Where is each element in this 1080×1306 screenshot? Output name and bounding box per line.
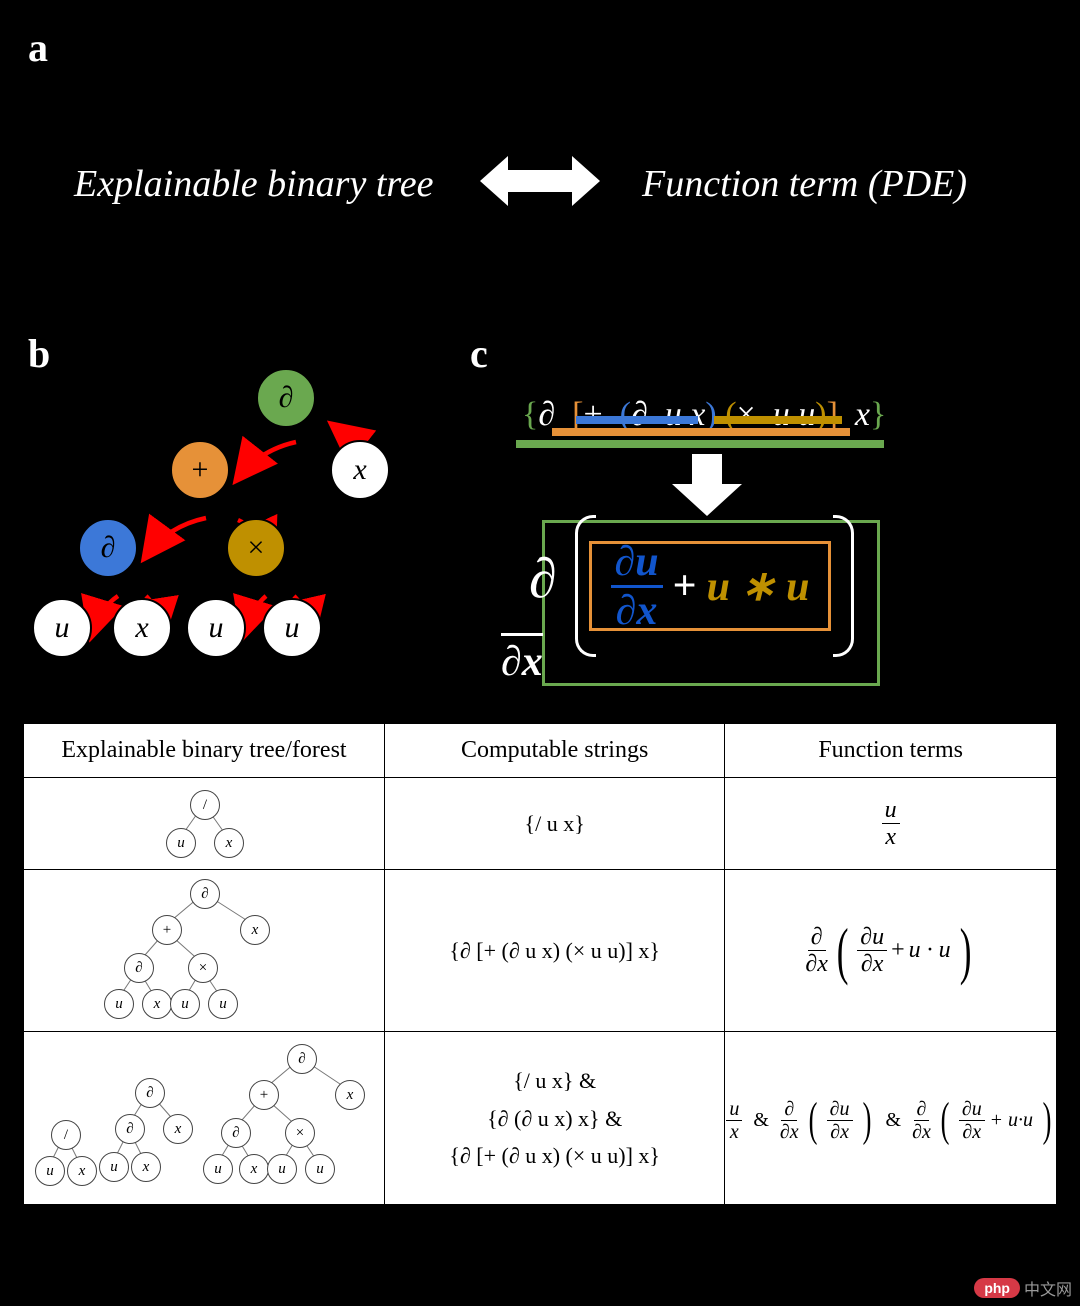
watermark-text: 中文网 <box>1024 1276 1072 1300</box>
tree-node-u1: u <box>32 598 92 658</box>
gold-underline <box>714 416 842 424</box>
expr-du-dx: ∂u∂x <box>611 541 663 632</box>
cell-str-1: {/ u x} <box>384 777 724 869</box>
cell-tree-1: / u x <box>23 777 384 869</box>
expr-plus: + <box>673 562 697 610</box>
expr-uu: u ∗ u <box>707 561 810 611</box>
watermark-badge: php <box>974 1278 1020 1298</box>
cell-str-3: {/ u x} & {∂ (∂ u x) x} & {∂ [+ (∂ u x) … <box>384 1032 724 1205</box>
main-table: Explainable binary tree/forest Computabl… <box>22 722 1058 1206</box>
right-paren <box>833 515 854 657</box>
th-2: Computable strings <box>384 723 724 777</box>
th-1: Explainable binary tree/forest <box>23 723 384 777</box>
table-header-row: Explainable binary tree/forest Computabl… <box>23 723 1057 777</box>
tree-node-u3: u <box>262 598 322 658</box>
green-underline <box>516 440 884 448</box>
tree-node-root: ∂ <box>256 368 316 428</box>
cell-func-3: ux & ∂∂x ( ∂u∂x ) & ∂∂x ( ∂u∂x +u·u ) <box>725 1032 1057 1205</box>
tree-node-mult: × <box>226 518 286 578</box>
cell-func-2: ∂∂x ( ∂u∂x + u · u ) <box>725 869 1057 1032</box>
blue-underline <box>576 416 698 424</box>
inner-orange-box: ∂u∂x + u ∗ u <box>589 541 831 631</box>
cell-tree-2: ∂ + x ∂ × u x u u <box>23 869 384 1032</box>
orange-underline <box>552 428 850 436</box>
tree-node-x_r: x <box>330 440 390 500</box>
tree-node-x1: x <box>112 598 172 658</box>
cell-func-1: ux <box>725 777 1057 869</box>
table-row: ∂ + x ∂ × u x u u {∂ [+ (∂ u x) (× u u)]… <box>23 869 1057 1032</box>
table-row: / u x ∂ ∂ x u x ∂ + x ∂ × u x u u <box>23 1032 1057 1205</box>
cell-tree-3: / u x ∂ ∂ x u x ∂ + x ∂ × u x u u <box>23 1032 384 1205</box>
cell-str-2: {∂ [+ (∂ u x) (× u u)] x} <box>384 869 724 1032</box>
tree-node-dblue: ∂ <box>78 518 138 578</box>
watermark: php 中文网 <box>974 1276 1072 1300</box>
left-paren <box>575 515 596 657</box>
right-title: Function term (PDE) <box>642 162 967 206</box>
outer-partial-upper: ∂ <box>529 547 557 611</box>
down-arrow-icon <box>672 454 742 516</box>
tree-node-u2: u <box>186 598 246 658</box>
table-container: Explainable binary tree/forest Computabl… <box>22 722 1058 1206</box>
tree-node-plus: + <box>170 440 230 500</box>
label-c: c <box>470 330 488 377</box>
table-row: / u x {/ u x} ux <box>23 777 1057 869</box>
outer-green-box: ∂ ∂u∂x + u ∗ u ∂x <box>542 520 880 686</box>
th-3: Function terms <box>725 723 1057 777</box>
outer-partial-lower: ∂x <box>501 633 543 686</box>
